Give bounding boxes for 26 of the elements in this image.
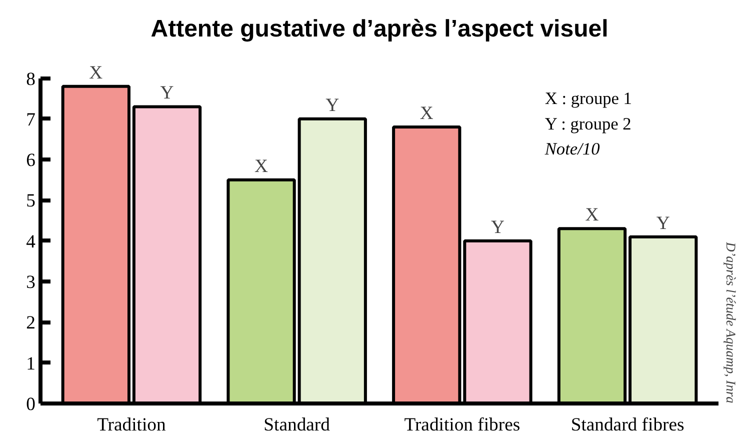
x-tick-label: Tradition: [97, 414, 167, 436]
text: X: [254, 156, 268, 177]
x-tick-label: Tradition fibres: [404, 414, 520, 436]
y-tick-label: 2: [26, 312, 36, 334]
y-tick-label: 3: [26, 272, 36, 294]
annotation: X : groupe 1: [544, 89, 632, 108]
text: Y: [491, 216, 504, 238]
text: Y: [326, 94, 340, 116]
annotation: Note/10: [544, 140, 600, 159]
x-tick-label: Standard: [264, 414, 331, 436]
y-tick-label: 6: [26, 150, 36, 172]
y-tick-label: 4: [26, 231, 36, 252]
chart-title: Attente gustative d’après l’aspect visuel: [150, 16, 608, 42]
text: Y: [656, 212, 670, 234]
text: D’après l’étude Aquamp, Inra: [724, 241, 738, 404]
y-tick-label: 8: [26, 68, 36, 90]
text: X: [585, 204, 599, 226]
y-tick-label: 1: [26, 353, 36, 374]
text: X: [420, 103, 434, 124]
y-tick-label: 5: [26, 190, 36, 212]
y-tick-label: 0: [26, 394, 36, 415]
x-tick-label: Standard fibres: [570, 414, 684, 436]
series-label: X: [89, 62, 104, 84]
annotation: Y : groupe 2: [544, 114, 632, 134]
y-tick-label: 7: [26, 109, 36, 130]
series-label: Y: [160, 82, 174, 104]
